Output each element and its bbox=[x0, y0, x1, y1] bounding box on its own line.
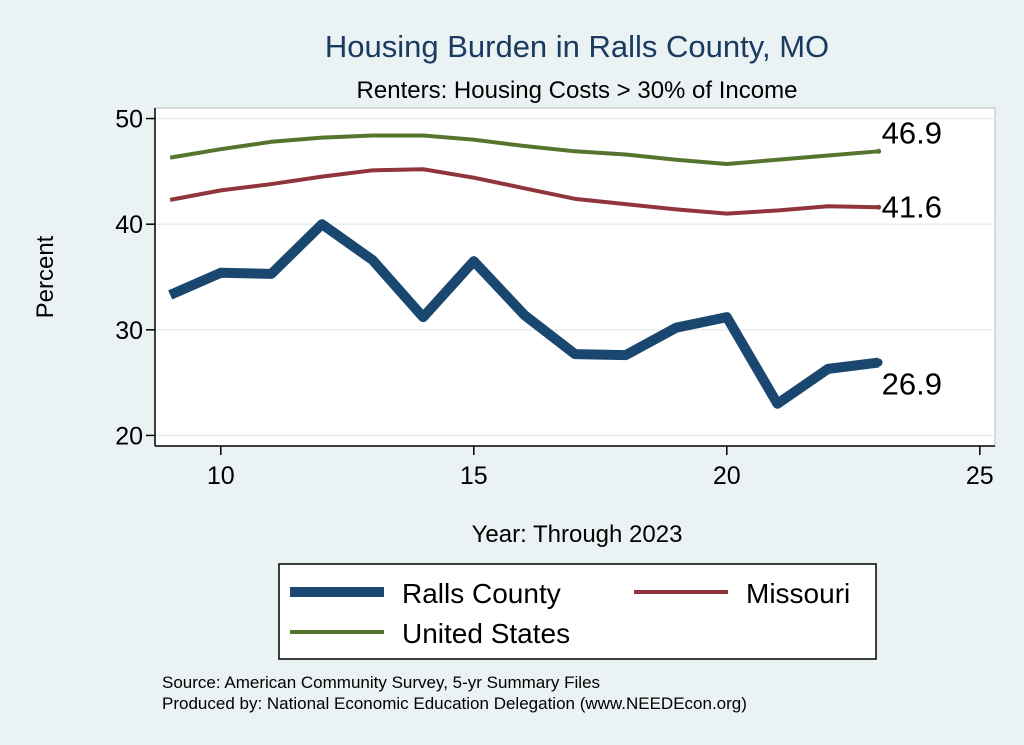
x-axis-title: Year: Through 2023 bbox=[472, 521, 683, 548]
series-line-missouri bbox=[169, 167, 879, 216]
y-axis-title: Percent bbox=[32, 235, 59, 318]
y-tick-label: 30 bbox=[115, 317, 143, 345]
chart-title: Housing Burden in Ralls County, MO bbox=[325, 29, 829, 64]
legend-label-missouri: Missouri bbox=[746, 578, 850, 609]
grid-lines bbox=[155, 117, 995, 437]
end-labels: 26.9 41.6 46.9 bbox=[882, 115, 942, 401]
series-line-ralls-county bbox=[168, 219, 880, 409]
axis-ticks: 20 30 40 50 10 15 20 25 bbox=[115, 106, 994, 490]
x-tick-label: 10 bbox=[207, 462, 235, 490]
x-tick-label: 20 bbox=[713, 462, 741, 490]
series-endpoint-missouri bbox=[876, 204, 882, 210]
source-note: Source: American Community Survey, 5-yr … bbox=[162, 673, 600, 692]
legend: Ralls County Missouri United States bbox=[278, 563, 877, 660]
plot-area bbox=[154, 107, 996, 447]
axes bbox=[154, 108, 995, 447]
y-tick-label: 50 bbox=[115, 106, 143, 134]
y-tick-label: 40 bbox=[115, 211, 143, 239]
end-label-ralls-county: 26.9 bbox=[882, 367, 942, 402]
y-tick-label: 20 bbox=[115, 422, 143, 450]
legend-box bbox=[278, 563, 877, 660]
produced-by-note: Produced by: National Economic Education… bbox=[162, 694, 747, 713]
series-lines bbox=[168, 133, 883, 409]
end-label-united-states: 46.9 bbox=[882, 115, 942, 150]
series-line-united-states bbox=[169, 133, 879, 166]
x-tick-label: 25 bbox=[966, 462, 994, 490]
series-endpoint-united-states bbox=[876, 148, 882, 154]
legend-label-united-states: United States bbox=[402, 618, 570, 649]
series-endpoint-ralls-county bbox=[874, 358, 883, 367]
legend-label-ralls-county: Ralls County bbox=[402, 578, 561, 609]
end-label-missouri: 41.6 bbox=[882, 189, 942, 224]
chart-subtitle: Renters: Housing Costs > 30% of Income bbox=[357, 77, 798, 104]
x-tick-label: 15 bbox=[460, 462, 488, 490]
